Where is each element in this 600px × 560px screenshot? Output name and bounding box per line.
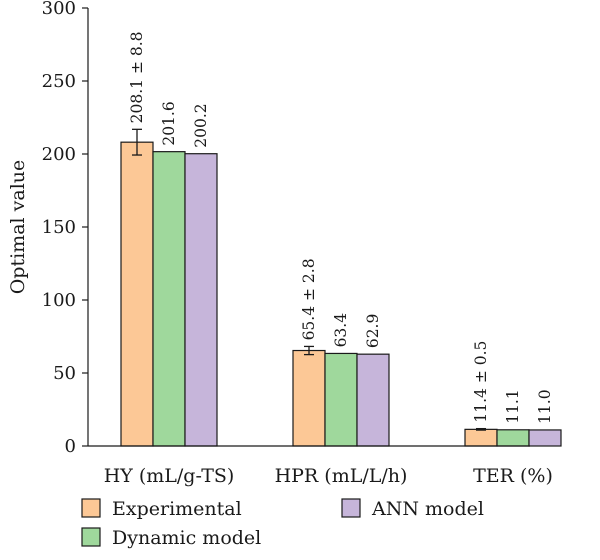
x-category-labels: HY (mL/g-TS) HPR (mL/L/h) TER (%) xyxy=(104,465,553,487)
data-label: 65.4 ± 2.8 xyxy=(300,258,318,340)
bar xyxy=(184,153,218,447)
data-label: 201.6 xyxy=(160,101,178,145)
data-label: 11.4 ± 0.5 xyxy=(472,341,490,423)
bar xyxy=(120,141,154,447)
legend-label: ANN model xyxy=(371,498,484,520)
y-tick-label: 250 xyxy=(42,71,76,92)
data-label: 11.0 xyxy=(536,389,554,424)
x-category-label: TER (%) xyxy=(473,465,553,487)
data-label: 200.2 xyxy=(192,103,210,147)
data-label: 208.1 ± 8.8 xyxy=(128,31,146,123)
y-tick-label: 0 xyxy=(65,436,76,457)
y-axis-title: Optimal value xyxy=(7,160,29,295)
bars-layer xyxy=(120,141,562,447)
legend-label: Experimental xyxy=(112,498,242,520)
bar xyxy=(324,352,358,447)
y-ticks-layer: 0 50 100 150 200 250 300 xyxy=(42,0,88,457)
data-label: 62.9 xyxy=(364,314,382,349)
y-tick-label: 200 xyxy=(42,144,76,165)
bar xyxy=(496,429,530,447)
bar xyxy=(152,151,186,447)
data-label: 11.1 xyxy=(504,389,522,424)
legend-swatch xyxy=(341,498,361,518)
y-tick-label: 50 xyxy=(53,363,76,384)
data-label: 63.4 xyxy=(332,313,350,348)
x-category-label: HY (mL/g-TS) xyxy=(104,465,235,487)
error-bars-layer xyxy=(132,128,486,431)
y-tick-label: 100 xyxy=(42,290,76,311)
y-tick-label: 300 xyxy=(42,0,76,19)
bar xyxy=(356,353,390,447)
bar xyxy=(292,349,326,447)
x-category-label: HPR (mL/L/h) xyxy=(275,465,408,487)
bar xyxy=(464,428,498,447)
legend: Experimental Dynamic model ANN model xyxy=(81,498,484,549)
y-tick-label: 150 xyxy=(42,217,76,238)
legend-swatch xyxy=(81,498,101,518)
bar xyxy=(528,429,562,447)
legend-label: Dynamic model xyxy=(112,527,261,549)
legend-swatch xyxy=(81,527,101,547)
data-labels-layer: 208.1 ± 8.8 201.6 200.2 65.4 ± 2.8 63.4 62.9 1… xyxy=(128,31,554,423)
